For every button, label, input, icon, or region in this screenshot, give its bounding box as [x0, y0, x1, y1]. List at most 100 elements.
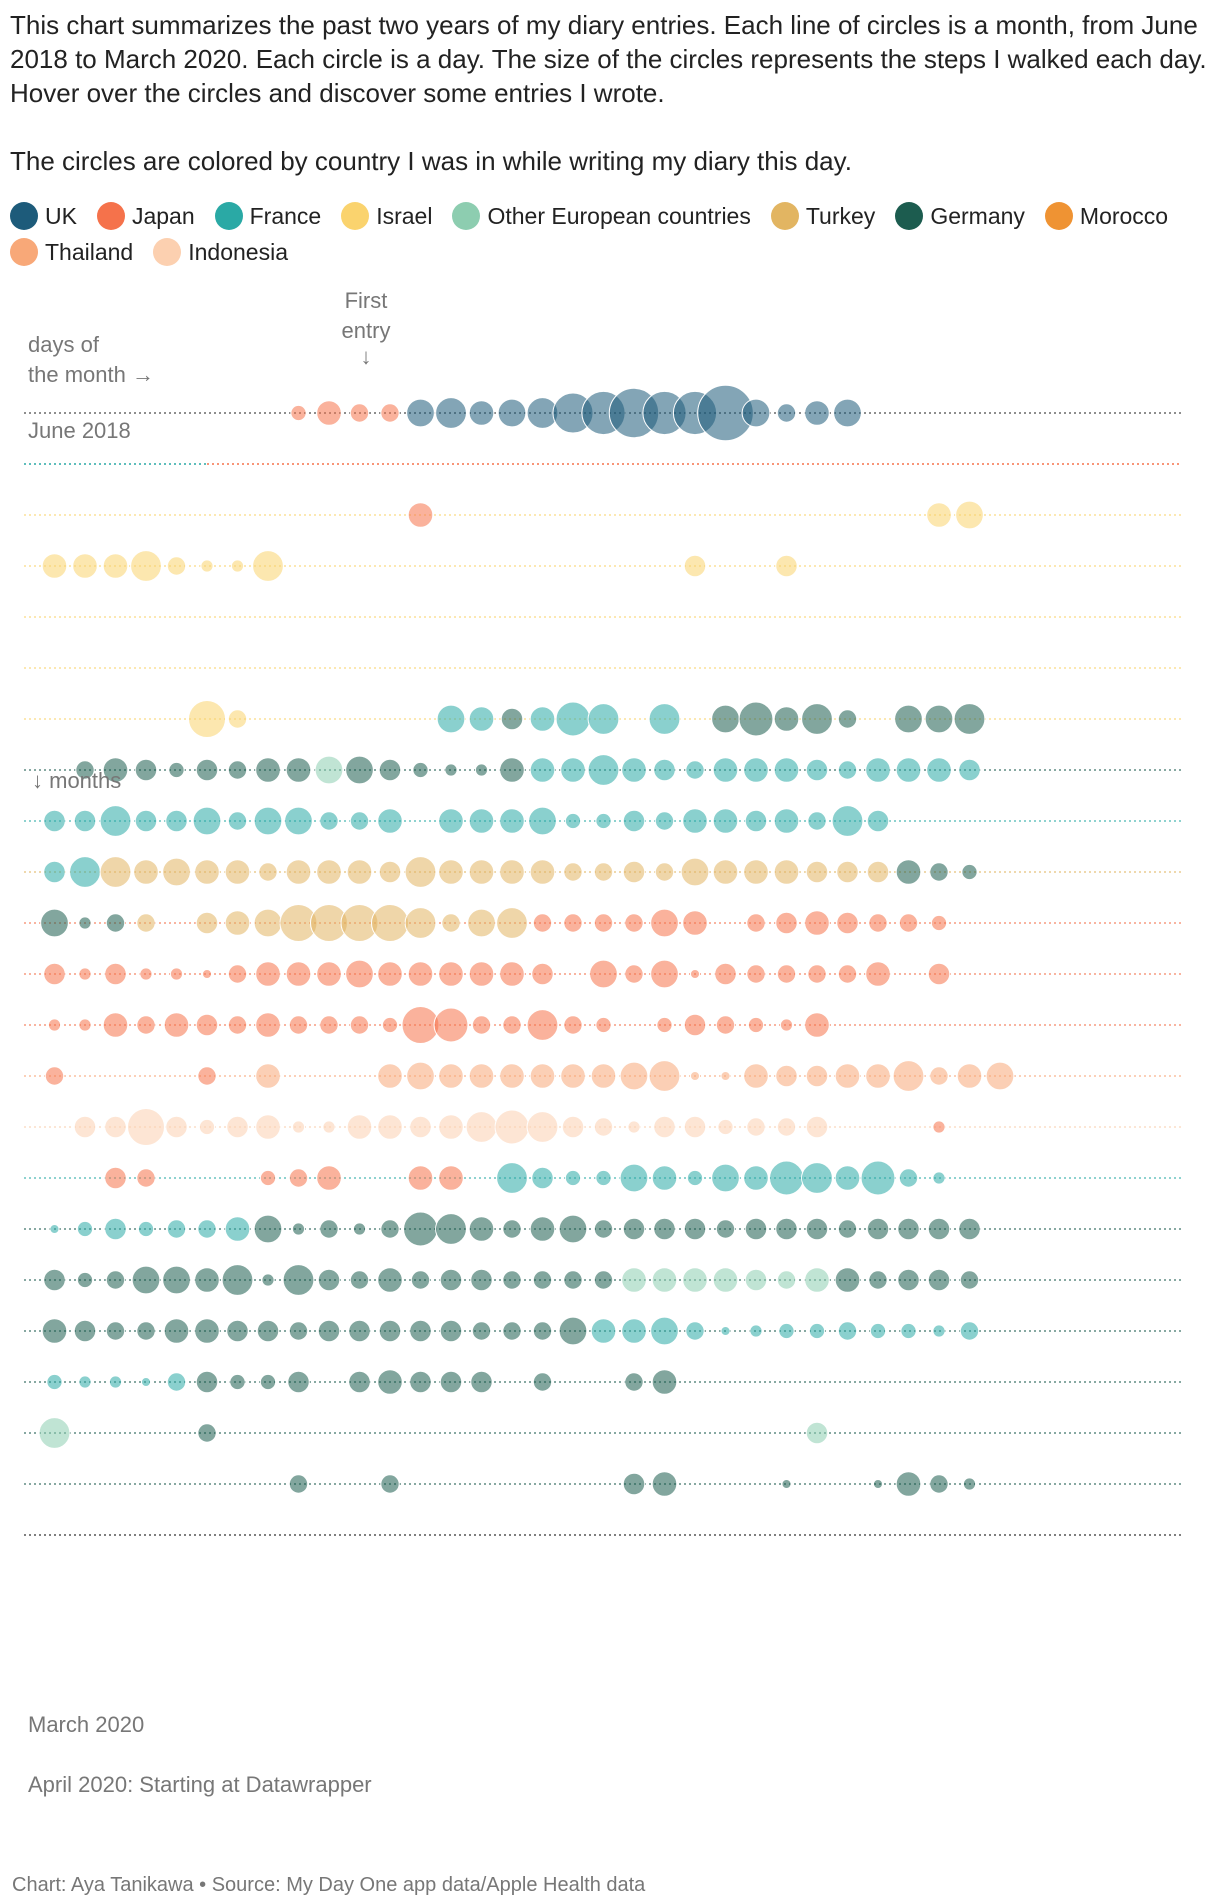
- day-circle[interactable]: [197, 1423, 217, 1443]
- day-circle[interactable]: [352, 1222, 367, 1236]
- day-circle[interactable]: [468, 961, 495, 987]
- day-circle[interactable]: [500, 707, 524, 731]
- day-circle[interactable]: [436, 704, 466, 734]
- day-circle[interactable]: [409, 1370, 432, 1394]
- day-circle[interactable]: [898, 1168, 919, 1188]
- day-circle[interactable]: [744, 1268, 768, 1292]
- day-circle[interactable]: [651, 1369, 678, 1395]
- day-circle[interactable]: [865, 757, 891, 783]
- day-circle[interactable]: [38, 1417, 71, 1449]
- day-circle[interactable]: [412, 761, 429, 779]
- day-circle[interactable]: [836, 911, 859, 935]
- day-circle[interactable]: [962, 1477, 977, 1491]
- day-circle[interactable]: [230, 559, 245, 573]
- day-circle[interactable]: [439, 1370, 463, 1394]
- day-circle[interactable]: [653, 758, 676, 782]
- day-circle[interactable]: [200, 559, 214, 573]
- day-circle[interactable]: [49, 1223, 60, 1235]
- day-circle[interactable]: [439, 1319, 463, 1343]
- day-circle[interactable]: [349, 403, 370, 423]
- day-circle[interactable]: [284, 806, 313, 836]
- day-circle[interactable]: [804, 910, 830, 936]
- day-circle[interactable]: [465, 1111, 498, 1143]
- day-circle[interactable]: [188, 700, 226, 738]
- day-circle[interactable]: [930, 914, 948, 932]
- day-circle[interactable]: [502, 1270, 522, 1290]
- day-circle[interactable]: [44, 1066, 65, 1086]
- day-circle[interactable]: [532, 1372, 553, 1392]
- day-circle[interactable]: [73, 809, 97, 833]
- day-circle[interactable]: [130, 550, 162, 582]
- day-circle[interactable]: [322, 1120, 336, 1134]
- day-circle[interactable]: [804, 1012, 830, 1038]
- day-circle[interactable]: [720, 1325, 731, 1337]
- day-circle[interactable]: [435, 1213, 467, 1245]
- day-circle[interactable]: [377, 1063, 403, 1089]
- day-circle[interactable]: [590, 1318, 617, 1344]
- day-circle[interactable]: [345, 755, 374, 785]
- day-circle[interactable]: [102, 553, 129, 579]
- day-circle[interactable]: [526, 1111, 559, 1143]
- day-circle[interactable]: [102, 757, 129, 783]
- day-circle[interactable]: [444, 763, 458, 777]
- day-circle[interactable]: [749, 1324, 763, 1338]
- day-circle[interactable]: [563, 1270, 583, 1290]
- day-circle[interactable]: [689, 1070, 701, 1082]
- day-circle[interactable]: [282, 1264, 315, 1296]
- day-circle[interactable]: [622, 1472, 646, 1496]
- day-circle[interactable]: [41, 1318, 68, 1344]
- day-circle[interactable]: [349, 811, 370, 831]
- day-circle[interactable]: [316, 1165, 342, 1191]
- day-circle[interactable]: [256, 1319, 280, 1343]
- day-circle[interactable]: [776, 403, 797, 423]
- day-circle[interactable]: [78, 1018, 92, 1032]
- day-circle[interactable]: [932, 1324, 946, 1338]
- day-circle[interactable]: [197, 1066, 217, 1086]
- day-circle[interactable]: [255, 961, 281, 987]
- day-circle[interactable]: [924, 704, 954, 734]
- day-circle[interactable]: [166, 556, 187, 576]
- day-circle[interactable]: [595, 812, 612, 830]
- day-circle[interactable]: [744, 809, 768, 833]
- day-circle[interactable]: [868, 913, 888, 933]
- day-circle[interactable]: [261, 1273, 275, 1287]
- day-circle[interactable]: [564, 1169, 582, 1187]
- day-circle[interactable]: [43, 962, 66, 986]
- day-circle[interactable]: [587, 703, 620, 735]
- day-circle[interactable]: [587, 754, 620, 786]
- day-circle[interactable]: [654, 862, 675, 882]
- day-circle[interactable]: [805, 758, 829, 782]
- day-circle[interactable]: [346, 1114, 373, 1140]
- day-circle[interactable]: [958, 758, 981, 782]
- day-circle[interactable]: [43, 1268, 66, 1292]
- day-circle[interactable]: [836, 860, 859, 884]
- day-circle[interactable]: [470, 1370, 493, 1394]
- day-circle[interactable]: [194, 1318, 220, 1344]
- day-circle[interactable]: [377, 1369, 403, 1395]
- day-circle[interactable]: [685, 760, 705, 780]
- day-circle[interactable]: [227, 1015, 248, 1035]
- day-circle[interactable]: [468, 859, 495, 885]
- day-circle[interactable]: [290, 404, 307, 422]
- day-circle[interactable]: [502, 1015, 522, 1035]
- day-circle[interactable]: [133, 859, 159, 885]
- day-circle[interactable]: [627, 1120, 641, 1134]
- day-circle[interactable]: [744, 1217, 768, 1241]
- day-circle[interactable]: [837, 760, 858, 780]
- day-circle[interactable]: [651, 1471, 678, 1497]
- day-circle[interactable]: [650, 1316, 679, 1346]
- day-circle[interactable]: [837, 964, 858, 984]
- day-circle[interactable]: [227, 811, 248, 831]
- day-circle[interactable]: [253, 1214, 283, 1244]
- day-circle[interactable]: [872, 1478, 884, 1490]
- day-circle[interactable]: [563, 913, 583, 933]
- day-circle[interactable]: [531, 962, 554, 986]
- day-circle[interactable]: [805, 1115, 829, 1139]
- day-circle[interactable]: [837, 1219, 858, 1239]
- day-circle[interactable]: [471, 1015, 492, 1035]
- day-circle[interactable]: [593, 1270, 614, 1290]
- day-circle[interactable]: [224, 1216, 251, 1242]
- day-circle[interactable]: [108, 1375, 123, 1389]
- day-circle[interactable]: [712, 757, 739, 783]
- day-circle[interactable]: [165, 1115, 188, 1139]
